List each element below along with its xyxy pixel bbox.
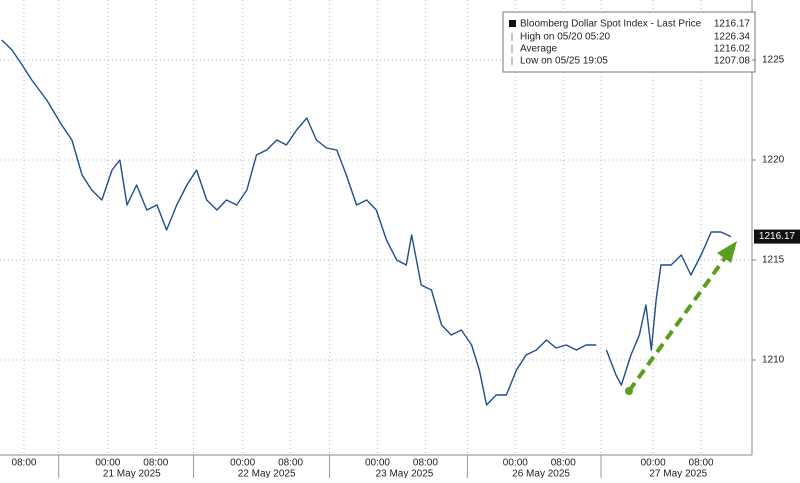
price-line (1, 39, 732, 406)
legend-stat-label: High on 05/20 05:20 (520, 32, 611, 43)
grid-layer (0, 0, 752, 455)
legend-label: Bloomberg Dollar Spot Index - Last Price (520, 19, 702, 30)
date-label: 21 May 2025 (103, 469, 161, 478)
legend-stat-label: Low on 05/25 19:05 (520, 56, 608, 67)
date-label: 23 May 2025 (376, 469, 434, 478)
x-tick-label: 08:00 (689, 458, 714, 469)
legend-box (502, 11, 756, 73)
y-tick-label: 1215 (762, 255, 785, 266)
legend-value: 1216.17 (714, 19, 751, 30)
y-tick-label: 1220 (762, 155, 785, 166)
date-label: 22 May 2025 (238, 469, 296, 478)
x-tick-label: 00:00 (95, 458, 120, 469)
date-label: 26 May 2025 (512, 469, 570, 478)
x-tick-label: 00:00 (503, 458, 528, 469)
x-tick-label: 00:00 (641, 458, 666, 469)
date-label: 27 May 2025 (649, 469, 707, 478)
y-tick-label: 1225 (762, 55, 785, 66)
legend: Bloomberg Dollar Spot Index - Last Price… (502, 11, 756, 73)
x-tick-label: 08:00 (413, 458, 438, 469)
legend-stat-value: 1216.02 (714, 44, 751, 55)
x-tick-label: 08:00 (143, 458, 168, 469)
last-price-tag (754, 229, 800, 244)
x-tick-label: 00:00 (365, 458, 390, 469)
legend-stat-value: 1207.08 (714, 56, 751, 67)
last-price-label: 1216.17 (759, 231, 796, 242)
trend-arrow (625, 241, 737, 395)
legend-swatch (509, 20, 516, 27)
legend-stat-value: 1226.34 (714, 32, 751, 43)
data-layer (1, 39, 732, 406)
x-tick-label: 08:00 (11, 458, 36, 469)
x-tick-label: 08:00 (278, 458, 303, 469)
x-tick-label: 00:00 (230, 458, 255, 469)
y-tick-label: 1210 (762, 355, 785, 366)
x-tick-label: 08:00 (551, 458, 576, 469)
legend-stat-label: Average (520, 44, 558, 55)
